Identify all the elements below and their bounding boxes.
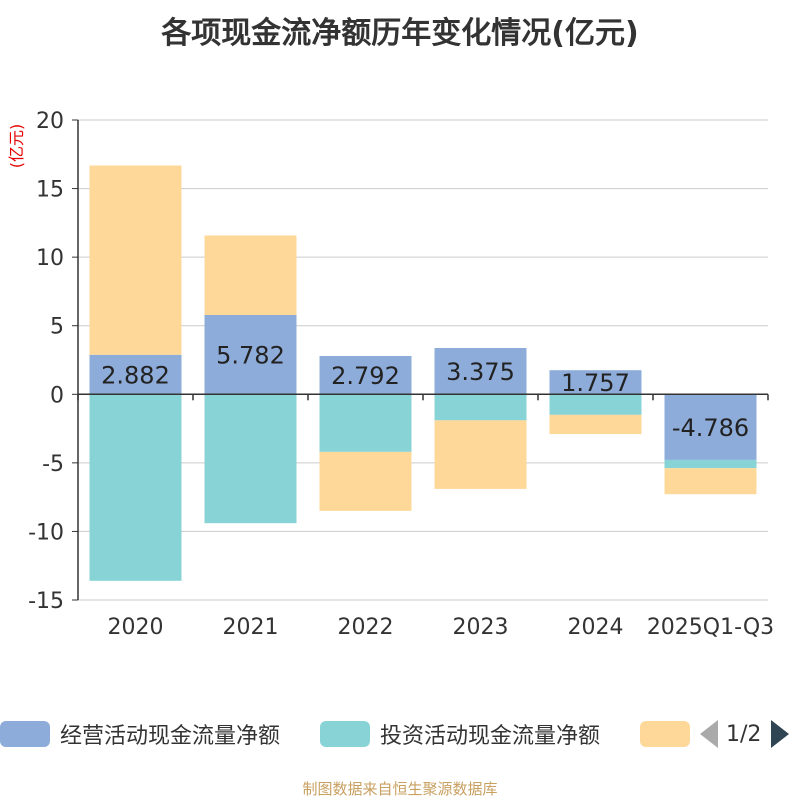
data-label: 2.792 xyxy=(331,362,400,390)
bar-investing xyxy=(204,394,297,524)
data-label: 1.757 xyxy=(561,369,630,397)
y-tick-label: 5 xyxy=(50,315,64,340)
legend-swatch-operating xyxy=(0,721,50,747)
legend-label-operating: 经营活动现金流量净额 xyxy=(60,724,281,749)
y-axis-title: (亿元) xyxy=(7,124,26,169)
x-tick-label: 2020 xyxy=(108,615,164,640)
data-label: 3.375 xyxy=(446,358,515,386)
legend-swatch-investing xyxy=(320,721,370,747)
y-tick-label: -5 xyxy=(42,452,64,477)
chart-title: 各项现金流净额历年变化情况(亿元) xyxy=(161,16,639,51)
bar-investing xyxy=(89,394,182,581)
bar-financing xyxy=(89,165,182,355)
cashflow-chart: 20 15 10 5 0 -5 -10 -15 (亿元) 2.882 2020 5.782 2021 2.… xyxy=(7,109,774,640)
bar-operating xyxy=(434,348,527,395)
prev-page-icon[interactable] xyxy=(700,720,718,748)
data-label: 5.782 xyxy=(216,342,285,370)
bar-operating xyxy=(319,355,412,395)
x-tick-label: 2024 xyxy=(568,615,624,640)
bar-financing xyxy=(549,414,642,435)
legend-item-financing[interactable] xyxy=(640,716,700,752)
legend: 经营活动现金流量净额 投资活动现金流量净额 1/2 xyxy=(0,716,800,752)
x-tick-label: 2022 xyxy=(338,615,394,640)
bar-investing xyxy=(664,459,757,469)
legend-page-indicator: 1/2 xyxy=(726,721,762,747)
next-page-icon[interactable] xyxy=(771,720,790,748)
data-label: 2.882 xyxy=(101,362,170,390)
bar-financing xyxy=(204,235,297,315)
x-tick-label: 2021 xyxy=(223,615,279,640)
x-tick-label: 2025Q1-Q3 xyxy=(647,615,774,640)
bar-financing xyxy=(434,420,527,489)
y-tick-label: 10 xyxy=(36,246,64,271)
x-tick-label: 2023 xyxy=(453,615,509,640)
y-tick-label: 15 xyxy=(36,178,64,203)
bar-operating xyxy=(204,314,297,395)
bar-financing xyxy=(319,451,412,511)
bar-operating xyxy=(664,394,757,460)
legend-label-investing: 投资活动现金流量净额 xyxy=(380,724,601,749)
bar-operating xyxy=(89,354,182,395)
bar-investing xyxy=(319,394,412,452)
bar-financing xyxy=(664,468,757,495)
y-tick-label: -15 xyxy=(28,589,64,614)
source-note: 制图数据来自恒生聚源数据库 xyxy=(302,780,498,798)
y-tick-label: -10 xyxy=(28,520,64,545)
legend-item-operating[interactable]: 经营活动现金流量净额 xyxy=(0,716,280,752)
legend-swatch-financing xyxy=(640,721,690,747)
bar-investing xyxy=(549,394,642,415)
legend-pager: 1/2 xyxy=(700,716,790,752)
legend-item-investing[interactable]: 投资活动现金流量净额 xyxy=(320,716,600,752)
data-label: -4.786 xyxy=(672,414,749,442)
y-tick-label: 20 xyxy=(36,109,64,134)
y-tick-label: 0 xyxy=(50,383,64,408)
bar-investing xyxy=(434,394,527,421)
bar-operating xyxy=(549,370,642,395)
